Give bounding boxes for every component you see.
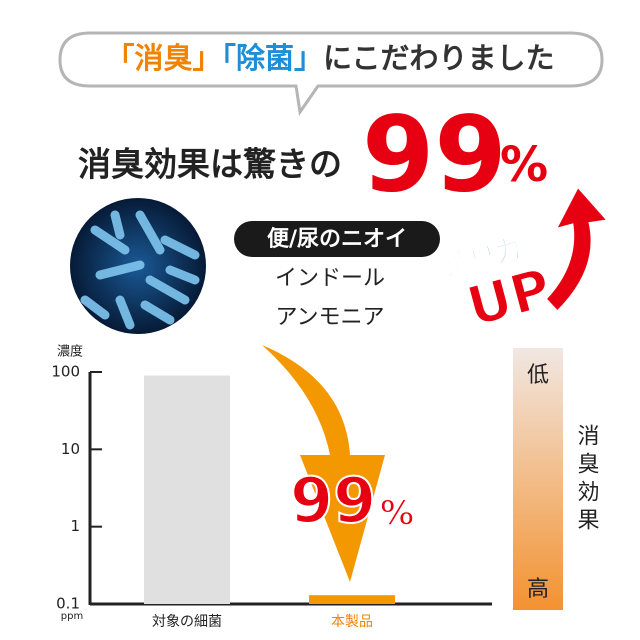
bar [309, 595, 395, 604]
bubble-deodor: 「消臭」 [106, 41, 222, 75]
y-axis-label: 濃度 [57, 344, 83, 360]
odor-item: インドール [275, 266, 385, 291]
effect-bar [513, 348, 563, 610]
y-unit: ppm [61, 611, 83, 622]
y-tick-label: 10 [61, 440, 80, 458]
bubble-rest: にこだわりました [323, 41, 554, 75]
effect-label: 消臭効果 [574, 424, 600, 536]
x-tick-label: 本製品 [331, 614, 373, 630]
boost-up: UP [461, 256, 558, 338]
x-tick-label: 対象の細菌 [152, 614, 222, 630]
bacteria-image [70, 198, 206, 334]
y-tick-label: 0.1 [56, 595, 80, 613]
odor-item: アンモニア [275, 305, 384, 330]
arrow-unit: % [380, 494, 414, 534]
y-tick-label: 1 [70, 517, 80, 535]
bar [144, 375, 230, 604]
headline-text: 消臭効果は驚きの [78, 145, 342, 184]
odor-title: 便/尿のニオイ [267, 227, 407, 252]
bubble-sterilize: 「除菌」 [222, 41, 324, 75]
y-tick-label: 100 [51, 363, 80, 381]
effect-high: 高 [527, 577, 549, 602]
odor-pill [234, 221, 440, 257]
effect-low: 低 [527, 363, 549, 388]
headline-unit: % [500, 137, 548, 193]
bubble-text: 「消臭」「除菌」にこだわりました [106, 41, 555, 75]
headline-number: 99 [362, 93, 507, 215]
speech-bubble [58, 31, 604, 116]
down-arrow [262, 345, 385, 582]
arrow-number: 99 [290, 464, 376, 537]
